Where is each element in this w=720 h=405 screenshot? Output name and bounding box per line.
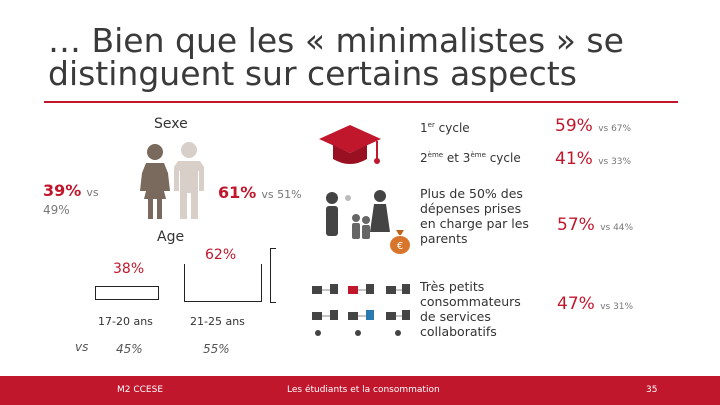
- age-g2-bar: [184, 264, 262, 302]
- conso-cmp: vs 31%: [600, 302, 634, 312]
- parents-text: Plus de 50% des dépenses prises en charg…: [420, 186, 529, 246]
- age-g1-label: 17-20 ans: [98, 315, 153, 328]
- cycle-1-stat: 59% vs 67%: [555, 116, 631, 136]
- footer-center: Les étudiants et la consommation: [287, 385, 440, 395]
- page-title: … Bien que les « minimalistes » se disti…: [48, 24, 688, 90]
- title-divider: [44, 101, 678, 103]
- sexe-label: Sexe: [154, 116, 188, 132]
- cycle-2-cmp: vs 33%: [598, 157, 632, 167]
- cycle-2-pct: 41%: [555, 149, 593, 169]
- money-bag-icon: €: [390, 230, 410, 254]
- title-line-1: … Bien que les « minimalistes » se: [48, 21, 624, 60]
- cycle-1-label: 1er cycle: [420, 121, 470, 135]
- parents-stat: 57% vs 44%: [557, 215, 633, 235]
- female-cmp: 49%: [43, 203, 70, 217]
- cycle-1-pct: 59%: [555, 116, 593, 136]
- female-stat: 39% vs: [43, 181, 99, 200]
- graduation-cap-icon: [319, 125, 381, 164]
- male-stat: 61% vs 51%: [218, 183, 302, 202]
- conso-pct: 47%: [557, 294, 595, 314]
- conso-stat: 47% vs 31%: [557, 294, 633, 314]
- conso-line-4: collaboratifs: [420, 324, 497, 339]
- age-g1-bar: [95, 286, 159, 300]
- conso-line-1: Très petits: [420, 279, 485, 294]
- parents-line-1: Plus de 50% des: [420, 186, 523, 201]
- cycle-2-label: 2ème et 3ème cycle: [420, 151, 521, 165]
- parents-line-4: parents: [420, 231, 468, 246]
- female-pct: 39%: [43, 181, 82, 200]
- female-vs: vs: [86, 186, 99, 199]
- cycle-1-rest: cycle: [434, 121, 470, 135]
- parents-line-3: en charge par les: [420, 216, 529, 231]
- title-line-2: distinguent sur certains aspects: [48, 54, 577, 93]
- conso-line-3: de services: [420, 309, 491, 324]
- conso-text: Très petits consommateurs de services co…: [420, 279, 521, 339]
- male-cmp: vs 51%: [261, 188, 302, 201]
- page-number: 35: [646, 385, 658, 395]
- age-g2-pct: 62%: [205, 247, 237, 263]
- footer-bar: M2 CCESE Les étudiants et la consommatio…: [0, 376, 720, 405]
- collaborative-network-icon: [312, 284, 410, 336]
- cycle-2-num: 2: [420, 151, 428, 165]
- cycle-2-stat: 41% vs 33%: [555, 149, 631, 169]
- age-g2-cmp: 55%: [203, 342, 230, 356]
- cycle-2-rest: cycle: [485, 151, 521, 165]
- parents-line-2: dépenses prises: [420, 201, 522, 216]
- female-icon: [140, 144, 170, 219]
- male-pct: 61%: [218, 183, 257, 202]
- cycle-1-sup: er: [427, 121, 435, 129]
- svg-text:€: €: [397, 241, 403, 252]
- cycle-1-num: 1: [420, 121, 428, 135]
- footer-left: M2 CCESE: [117, 385, 164, 395]
- age-bracket: [270, 248, 276, 303]
- cycle-2-and: et 3: [443, 151, 471, 165]
- age-g2-label: 21-25 ans: [190, 315, 245, 328]
- parents-pct: 57%: [557, 215, 595, 235]
- male-icon: [174, 142, 204, 219]
- cycle-2-sup2: ème: [470, 151, 486, 159]
- family-icon: [326, 190, 390, 239]
- cycle-1-cmp: vs 67%: [598, 124, 632, 134]
- age-vs: vs: [75, 340, 89, 354]
- age-g1-pct: 38%: [113, 261, 145, 277]
- conso-line-2: consommateurs: [420, 294, 521, 309]
- parents-cmp: vs 44%: [600, 223, 634, 233]
- cycle-2-sup1: ème: [427, 151, 444, 159]
- age-label: Age: [157, 229, 185, 245]
- age-g1-cmp: 45%: [116, 342, 143, 356]
